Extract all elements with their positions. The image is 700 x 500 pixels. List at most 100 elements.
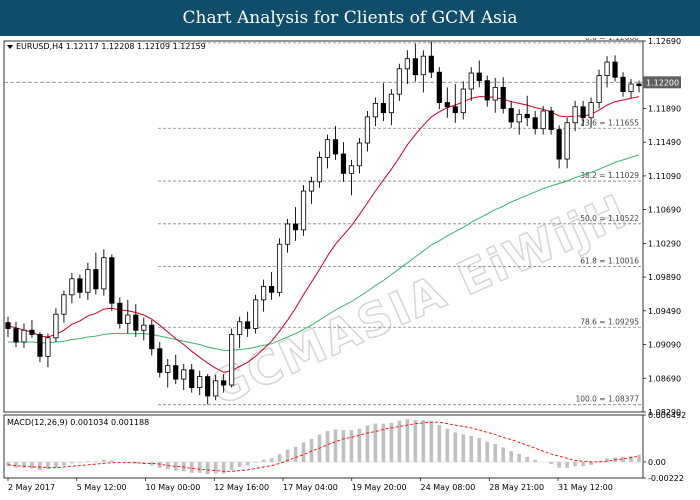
macd-y-tick-label: -0.00222 — [648, 474, 684, 483]
candle-body[interactable] — [173, 365, 179, 380]
candle-body[interactable] — [412, 58, 418, 76]
price-chart[interactable]: GCMASIA EiWijH 1.12690 1.12200 1.11890 1.114… — [3, 33, 697, 496]
candle-body[interactable] — [444, 102, 450, 108]
chart-frame: GCMASIA EiWijH 1.12690 1.12200 1.11890 1.114… — [3, 33, 697, 496]
candle-body[interactable] — [45, 337, 51, 357]
candle-body[interactable] — [604, 61, 610, 76]
candle-body[interactable] — [436, 71, 442, 103]
current-price-label: 1.12200 — [646, 78, 679, 87]
macd-signal-line — [7, 421, 640, 472]
candle-body[interactable] — [292, 223, 299, 231]
candle-body[interactable] — [93, 269, 99, 290]
fib-level-label: 78.6 = 1.09295 — [580, 317, 639, 326]
dropdown-arrow-icon[interactable] — [7, 45, 13, 49]
candle-body[interactable] — [340, 153, 347, 174]
candle-body[interactable] — [268, 285, 275, 293]
candle-body[interactable] — [77, 278, 83, 293]
candle-body[interactable] — [628, 83, 634, 92]
candle-body[interactable] — [253, 299, 259, 329]
candle-body[interactable] — [316, 156, 323, 183]
candle-body[interactable] — [125, 314, 131, 324]
candle-body[interactable] — [101, 257, 107, 290]
candle-body[interactable] — [508, 108, 514, 123]
candle-body[interactable] — [181, 369, 187, 380]
candle-body[interactable] — [197, 376, 203, 388]
candle-body[interactable] — [149, 324, 155, 350]
candle-body[interactable] — [564, 122, 570, 160]
candle-body[interactable] — [205, 376, 211, 397]
macd-y-tick-label: 0.006492 — [648, 411, 686, 420]
candle-body[interactable] — [556, 129, 562, 160]
candle-body[interactable] — [276, 243, 283, 293]
candle-body[interactable] — [229, 334, 235, 386]
candle-body[interactable] — [596, 75, 602, 103]
candle-body[interactable] — [468, 72, 474, 90]
candle-body[interactable] — [300, 190, 307, 231]
candle-body[interactable] — [380, 102, 387, 114]
candle-body[interactable] — [117, 302, 123, 324]
candle-body[interactable] — [516, 113, 522, 123]
candle-body[interactable] — [364, 116, 371, 144]
candle-body[interactable] — [612, 61, 618, 78]
candle-body[interactable] — [428, 55, 434, 73]
candle-body[interactable] — [572, 106, 578, 124]
candle-body[interactable] — [221, 380, 227, 386]
current-price-badge — [643, 76, 681, 89]
candle-body[interactable] — [492, 86, 498, 101]
candle-body[interactable] — [356, 142, 363, 167]
macd-panel-frame — [3, 414, 644, 479]
candle-body[interactable] — [189, 369, 195, 388]
candle-body[interactable] — [29, 329, 35, 335]
candle-body[interactable] — [580, 106, 586, 119]
candle-body[interactable] — [61, 294, 67, 315]
fib-level-label: 0.0 = 1.12668 — [585, 38, 639, 42]
page-title: Chart Analysis for Clients of GCM Asia — [0, 0, 700, 36]
candle-body[interactable] — [524, 113, 530, 119]
y-tick-label: 1.09890 — [648, 273, 681, 282]
candle-body[interactable] — [260, 285, 267, 301]
candle-body[interactable] — [53, 313, 59, 339]
x-tick-label: 28 May 21:00 — [489, 483, 544, 492]
candle-body[interactable] — [476, 72, 482, 82]
candle-body[interactable] — [308, 181, 315, 192]
candle-body[interactable] — [388, 93, 394, 114]
candle-body[interactable] — [540, 110, 546, 130]
candle-body[interactable] — [213, 380, 219, 397]
candle-body[interactable] — [157, 348, 163, 373]
candle-body[interactable] — [332, 139, 339, 155]
fib-level-label: 61.8 = 1.10016 — [580, 256, 639, 265]
candle-body[interactable] — [237, 321, 243, 335]
candle-body[interactable] — [500, 86, 506, 109]
candle-body[interactable] — [460, 88, 466, 114]
candle-body[interactable] — [484, 80, 490, 101]
candle-body[interactable] — [404, 58, 410, 70]
candle-body[interactable] — [109, 257, 115, 304]
candle-body[interactable] — [548, 110, 554, 130]
candle-body[interactable] — [396, 68, 402, 95]
candle-body[interactable] — [348, 165, 355, 174]
candle-body[interactable] — [133, 314, 139, 331]
x-tick-label: 10 May 00:00 — [146, 483, 201, 492]
candle-body[interactable] — [245, 321, 251, 329]
candle-body[interactable] — [620, 76, 626, 92]
candle-body[interactable] — [588, 102, 594, 119]
candle-body[interactable] — [85, 269, 91, 293]
candle-body[interactable] — [13, 328, 19, 343]
y-tick-label: 1.09090 — [648, 341, 681, 350]
candle-body[interactable] — [532, 117, 538, 130]
candle-body[interactable] — [69, 278, 75, 296]
candle-body[interactable] — [420, 55, 426, 76]
candle-body[interactable] — [284, 223, 291, 245]
candle-body[interactable] — [372, 102, 379, 118]
candle-body[interactable] — [636, 83, 642, 87]
candle-body[interactable] — [141, 324, 147, 331]
candle-body[interactable] — [165, 365, 171, 373]
fib-level-label: 100.0 = 1.08377 — [575, 395, 639, 404]
candle-body[interactable] — [324, 139, 331, 158]
candle-body[interactable] — [21, 329, 27, 343]
x-tick-label: 24 May 08:00 — [421, 483, 476, 492]
candle-body[interactable] — [37, 334, 43, 357]
candle-body[interactable] — [452, 106, 458, 114]
candle-body[interactable] — [5, 322, 11, 329]
x-tick-label: 31 May 12:00 — [558, 483, 613, 492]
